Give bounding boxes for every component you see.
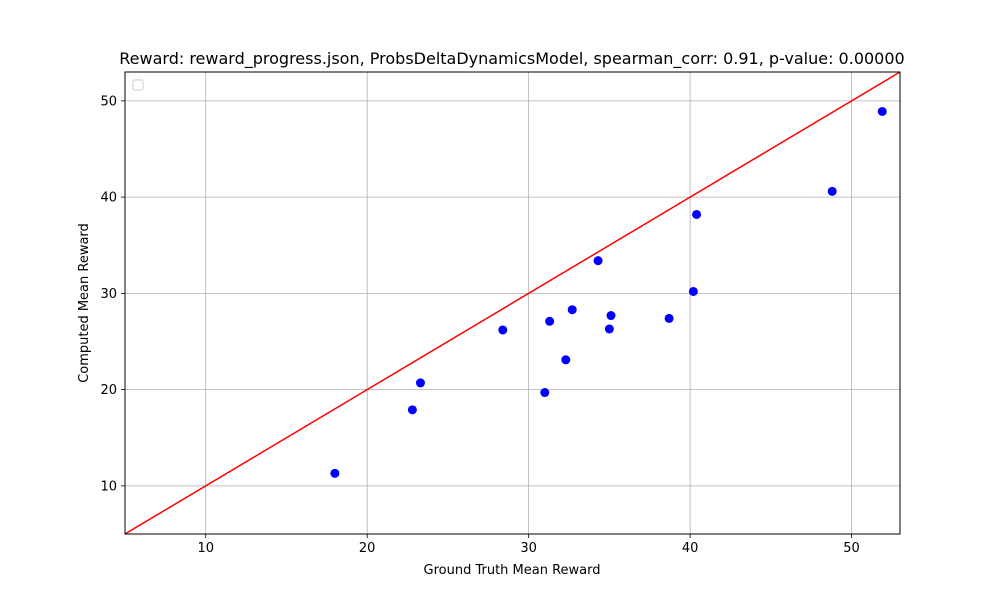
plot-area-frame — [124, 71, 901, 535]
scatter-point — [567, 305, 577, 315]
y-tick-label: 30 — [100, 287, 117, 302]
x-tick-label: 10 — [197, 541, 214, 556]
x-axis-label: Ground Truth Mean Reward — [424, 563, 601, 578]
scatter-point — [561, 355, 571, 365]
scatter-point — [827, 186, 837, 196]
scatter-point — [692, 209, 702, 219]
chart-title: Reward: reward_progress.json, ProbsDelta… — [119, 49, 904, 69]
scatter-point — [604, 324, 614, 334]
scatter-point — [606, 311, 616, 321]
y-tick-label: 40 — [100, 191, 117, 206]
scatter-point — [545, 316, 555, 326]
reference-line — [124, 71, 901, 535]
y-axis-label: Computed Mean Reward — [77, 223, 92, 383]
data-points — [330, 106, 887, 478]
scatter-point — [407, 405, 417, 415]
scatter-point — [877, 106, 887, 116]
reference-line-layer — [124, 71, 901, 535]
scatter-point — [415, 378, 425, 388]
y-tick-label: 20 — [100, 383, 117, 398]
scatter-point — [688, 286, 698, 296]
scatter-point — [593, 256, 603, 266]
legend-box — [132, 79, 144, 91]
x-tick-label: 30 — [520, 541, 537, 556]
legend — [132, 79, 144, 91]
y-tick-label: 10 — [100, 479, 117, 494]
y-tick-label: 50 — [100, 94, 117, 109]
x-tick-label: 40 — [682, 541, 699, 556]
x-tick-label: 50 — [843, 541, 860, 556]
scatter-point — [540, 388, 550, 398]
scatter-point — [330, 468, 340, 478]
scatter-point — [498, 325, 508, 335]
grid-lines — [125, 72, 900, 534]
x-tick-label: 20 — [359, 541, 376, 556]
axis-ticks: 10 20 30 40 50 10 20 30 40 50 — [100, 94, 859, 556]
scatter-point — [664, 313, 674, 323]
